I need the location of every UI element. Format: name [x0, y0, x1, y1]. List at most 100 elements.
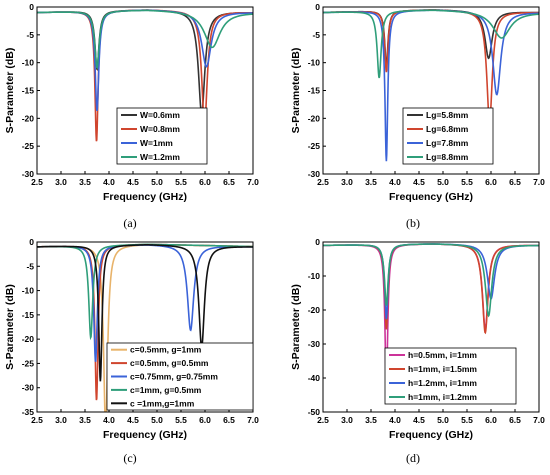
legend-label: W=1mm: [140, 138, 173, 148]
y-tick-label: -25: [22, 141, 35, 151]
series-line: [323, 243, 539, 318]
y-tick-label: -20: [308, 305, 321, 315]
x-tick-label: 6.0: [199, 177, 211, 187]
legend: Lg=5.8mm Lg=6.8mm Lg=7.8mm Lg=8.8mm: [402, 107, 494, 165]
x-tick-label: 4.5: [127, 177, 139, 187]
series-group: [37, 243, 253, 412]
legend-label: W=0.6mm: [140, 110, 180, 120]
x-tick-label: 2.5: [31, 415, 43, 425]
x-tick-label: 2.5: [317, 415, 329, 425]
x-tick-label: 4.5: [127, 415, 139, 425]
y-tick-label: -15: [22, 86, 35, 96]
y-tick-label: 0: [315, 2, 320, 12]
x-tick-label: 4.0: [389, 177, 401, 187]
legend: W=0.6mm W=0.8mm W=1mm W=1.2mm: [116, 107, 208, 165]
y-tick-label: -5: [312, 30, 320, 40]
y-tick-label: -25: [308, 141, 321, 151]
legend: c=0.5mm, g=1mm c=0.5mm, g=0.5mm c=0.75mm, …: [106, 342, 254, 411]
legend-label: h=1.2mm, i=1mm: [408, 378, 477, 388]
y-axis-label: S-Parameter (dB): [290, 284, 302, 370]
y-tick-label: 0: [29, 2, 34, 12]
legend-label: Lg=7.8mm: [426, 138, 469, 148]
panel-label: (a): [123, 216, 136, 230]
series-group: [323, 9, 539, 162]
legend-label: c=0.5mm, g=0.5mm: [130, 358, 209, 368]
x-axis-label: Frequency (GHz): [103, 191, 187, 203]
x-tick-label: 4.0: [103, 415, 115, 425]
x-tick-label: 7.0: [533, 415, 545, 425]
legend-label: W=0.8mm: [140, 124, 180, 134]
x-tick-label: 7.0: [533, 177, 545, 187]
x-axis-label: Frequency (GHz): [389, 191, 473, 203]
legend: h=0.5mm, i=1mm h=1mm, i=1.5mm h=1.2mm, i=1…: [384, 347, 517, 405]
x-tick-label: 3.5: [365, 415, 377, 425]
x-tick-label: 3.5: [79, 177, 91, 187]
panel-label: (d): [406, 451, 420, 465]
y-axis-label: S-Parameter (dB): [4, 284, 16, 370]
x-tick-label: 5.0: [437, 415, 449, 425]
legend-box: [106, 342, 254, 411]
legend-label: W=1.2mm: [140, 152, 180, 162]
legend-label: c=0.75mm, g=0.75mm: [130, 372, 218, 382]
x-tick-label: 5.0: [151, 415, 163, 425]
y-tick-label: 0: [29, 237, 34, 247]
y-tick-label: -10: [22, 286, 35, 296]
x-tick-label: 6.5: [509, 415, 521, 425]
x-tick-label: 7.0: [247, 177, 259, 187]
y-tick-label: -30: [22, 169, 35, 179]
y-axis-label: S-Parameter (dB): [290, 48, 302, 134]
series-line: [37, 244, 253, 382]
series-line: [323, 9, 539, 79]
y-tick-label: -20: [22, 113, 35, 123]
legend-label: h=1mm, i=1.5mm: [408, 364, 477, 374]
y-tick-label: -5: [26, 30, 34, 40]
chart-panel: 2.5 3.0 3.5 4.0 4.5 5.0 5.5 6.0 6.5 7.0 0 -10 -20 -30…: [290, 237, 545, 465]
panel-label: (c): [123, 451, 136, 465]
legend-label: h=1mm, i=1.2mm: [408, 392, 477, 402]
legend-label: h=0.5mm, i=1mm: [408, 350, 477, 360]
legend-label: Lg=6.8mm: [426, 124, 469, 134]
x-tick-label: 5.5: [175, 415, 187, 425]
legend-box: [384, 347, 517, 405]
y-tick-label: -5: [26, 261, 34, 271]
legend-label: Lg=8.8mm: [426, 152, 469, 162]
legend-label: Lg=5.8mm: [426, 110, 469, 120]
x-tick-label: 4.5: [413, 415, 425, 425]
x-tick-label: 7.0: [247, 415, 259, 425]
x-tick-label: 3.0: [341, 177, 353, 187]
y-axis-label: S-Parameter (dB): [4, 48, 16, 134]
series-group: [37, 9, 253, 142]
x-tick-label: 3.5: [79, 415, 91, 425]
y-tick-label: -10: [308, 271, 321, 281]
x-tick-label: 3.0: [55, 415, 67, 425]
y-tick-label: -50: [308, 407, 321, 417]
series-line: [37, 9, 253, 70]
plot-frame: [36, 241, 254, 413]
y-tick-label: -10: [22, 58, 35, 68]
chart-panel: 2.5 3.0 3.5 4.0 4.5 5.0 5.5 6.0 6.5 7.0 0 -5 -10 -15 -…: [290, 2, 545, 230]
x-tick-label: 2.5: [317, 177, 329, 187]
x-tick-label: 5.0: [437, 177, 449, 187]
y-tick-label: -40: [308, 373, 321, 383]
x-tick-label: 4.0: [389, 415, 401, 425]
x-tick-label: 6.5: [509, 177, 521, 187]
x-tick-label: 5.0: [151, 177, 163, 187]
y-tick-label: 0: [315, 237, 320, 247]
y-tick-label: -30: [308, 169, 321, 179]
x-tick-label: 6.5: [223, 177, 235, 187]
y-tick-label: -30: [22, 383, 35, 393]
x-tick-label: 6.0: [485, 177, 497, 187]
panel-label: (b): [406, 216, 420, 230]
x-tick-label: 5.5: [175, 177, 187, 187]
y-tick-label: -10: [308, 58, 321, 68]
legend-label: c=1mm, g=0.5mm: [130, 385, 202, 395]
x-tick-label: 3.0: [341, 415, 353, 425]
y-tick-label: -20: [308, 113, 321, 123]
x-tick-label: 2.5: [31, 177, 43, 187]
x-tick-label: 5.5: [461, 415, 473, 425]
x-axis-label: Frequency (GHz): [389, 429, 473, 441]
series-group: [323, 243, 539, 388]
y-tick-label: -30: [308, 339, 321, 349]
y-tick-label: -15: [308, 86, 321, 96]
